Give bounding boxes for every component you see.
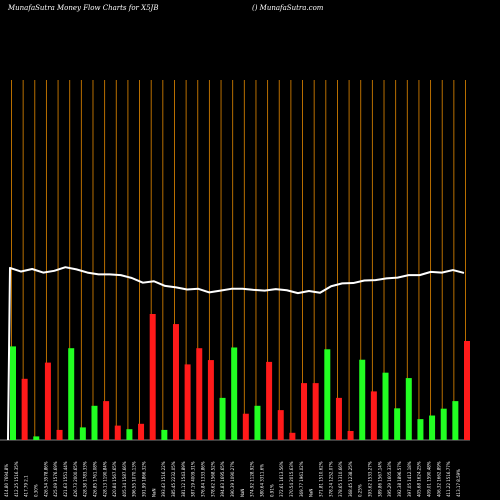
flow-bar <box>335 397 342 440</box>
flow-bar <box>114 425 121 440</box>
flow-bar <box>417 419 424 440</box>
site-credit: () MunafaSutra.com <box>252 4 324 12</box>
x-tick-label: 376.84 1333.86% <box>201 461 206 497</box>
flow-bar <box>254 405 261 440</box>
flow-bar <box>452 401 459 440</box>
x-tick-label: 393.62 1533.27% <box>368 461 373 497</box>
flow-bar <box>301 383 308 440</box>
x-tick-label: 411.22 1516.77% <box>446 461 451 497</box>
flow-bar <box>56 429 63 440</box>
flow-bar <box>312 383 319 440</box>
flow-bar <box>207 360 214 440</box>
flow-bar <box>324 349 331 440</box>
flow-bar <box>382 372 389 440</box>
flow-bar <box>161 429 168 440</box>
x-tick-label: 380.64 3311.6% <box>259 464 264 497</box>
flow-bar <box>347 431 354 440</box>
x-tick-label: 371.81 1510.62% <box>318 461 323 497</box>
flow-bar <box>126 429 133 440</box>
flow-bar <box>242 413 249 440</box>
flow-bar <box>91 405 98 440</box>
flow-bar <box>219 397 226 440</box>
x-tick-label: 412.25 1516.35% <box>14 461 19 497</box>
flow-bar <box>394 408 401 440</box>
x-tick-label: 0.25% <box>358 484 363 497</box>
x-tick-label: 417.79 2.1 <box>24 475 29 497</box>
x-tick-label: 392.38 1896.57% <box>397 461 402 497</box>
chart-title: MunafaSutra Money Flow Charts for X5JB <box>8 4 159 12</box>
flow-bar <box>196 348 203 440</box>
flow-bar <box>370 391 377 440</box>
x-tick-label: 387.19 4009.31% <box>191 461 196 497</box>
x-tick-label: 372.61 1613.56% <box>279 461 284 497</box>
x-tick-label: 426.73 2000.65% <box>73 461 78 497</box>
x-tick-label: 369.77 1961.02% <box>299 461 304 497</box>
x-tick-label: 391.99 1866.32% <box>142 461 147 497</box>
x-tick-label: 397.05 1412.18% <box>407 461 412 497</box>
x-tick-label: 420.84 1567.65% <box>112 461 117 497</box>
flow-bar <box>79 427 86 440</box>
flow-bar <box>359 359 366 440</box>
x-tick-label: 389.86 1567.14% <box>377 461 382 497</box>
flow-bar <box>68 348 75 440</box>
x-tick-label: 405.68 1624.25% <box>417 461 422 497</box>
x-tick-label: 374.92 1128.92% <box>250 461 255 497</box>
flow-bar <box>440 408 447 440</box>
flow-bar <box>289 432 296 440</box>
flow-bar <box>33 436 40 440</box>
flow-bar <box>405 378 412 440</box>
x-tick-label: 378.62 1568.52% <box>210 461 215 497</box>
x-tick-label: 395.29 1605.33% <box>387 461 392 497</box>
x-tick-label: 385.45 2232.05% <box>171 461 176 497</box>
flow-bar <box>44 362 51 440</box>
x-tick-label: 426.54 3578.86% <box>43 461 48 497</box>
flow-bar <box>266 361 273 440</box>
flow-bar <box>10 346 16 440</box>
x-tick-label: 0.30% <box>33 484 38 497</box>
x-tick-label: 426.85 1761.08% <box>92 461 97 497</box>
x-tick-label: 405.34 1587.66% <box>122 461 127 497</box>
x-tick-label: 390.39 1090.27% <box>230 461 235 497</box>
flow-bar <box>231 347 238 440</box>
x-tick-label: 370.54 2015.63% <box>289 461 294 497</box>
flow-bar <box>184 364 191 440</box>
flow-bar <box>277 410 284 440</box>
x-tick-label: 378.24 1252.07% <box>328 461 333 497</box>
x-tick-label: 396.55 1070.13% <box>132 461 137 497</box>
x-tick-label: 421.63 1551.44% <box>63 461 68 497</box>
flow-bar <box>429 415 436 440</box>
x-tick-label: 406.32 1662.89% <box>436 461 441 497</box>
flow-bar <box>21 378 28 440</box>
x-tick-label: 425.09 1576.69% <box>53 461 58 497</box>
x-tick-label: NaN <box>309 489 314 497</box>
x-tick-label: 409.01 1590.48% <box>427 461 432 497</box>
x-tick-label: NaN <box>151 489 156 497</box>
x-tick-label: 394.83 1695.65% <box>220 461 225 497</box>
x-tick-label: 381.12 1543.89% <box>181 461 186 497</box>
flow-bar <box>103 401 110 440</box>
x-tick-label: 378.65 1310.66% <box>338 461 343 497</box>
flow-bar <box>172 324 179 440</box>
x-tick-label: 414.80 7694.8% <box>4 464 9 497</box>
x-tick-label: 413.17 8.59% <box>456 469 461 497</box>
x-tick-label: 428.13 1190.84% <box>102 461 107 497</box>
flow-bar <box>149 314 156 440</box>
x-tick-label: 0.91% <box>269 484 274 497</box>
x-tick-label: 428.38 1783.33% <box>83 461 88 497</box>
x-tick-label: 368.45 1238.25% <box>348 461 353 497</box>
flow-bar <box>138 423 145 440</box>
price-line <box>7 266 465 441</box>
flow-bar <box>464 341 470 440</box>
x-tick-label: NaN <box>240 489 245 497</box>
x-tick-label: 393.43 1516.22% <box>161 461 166 497</box>
